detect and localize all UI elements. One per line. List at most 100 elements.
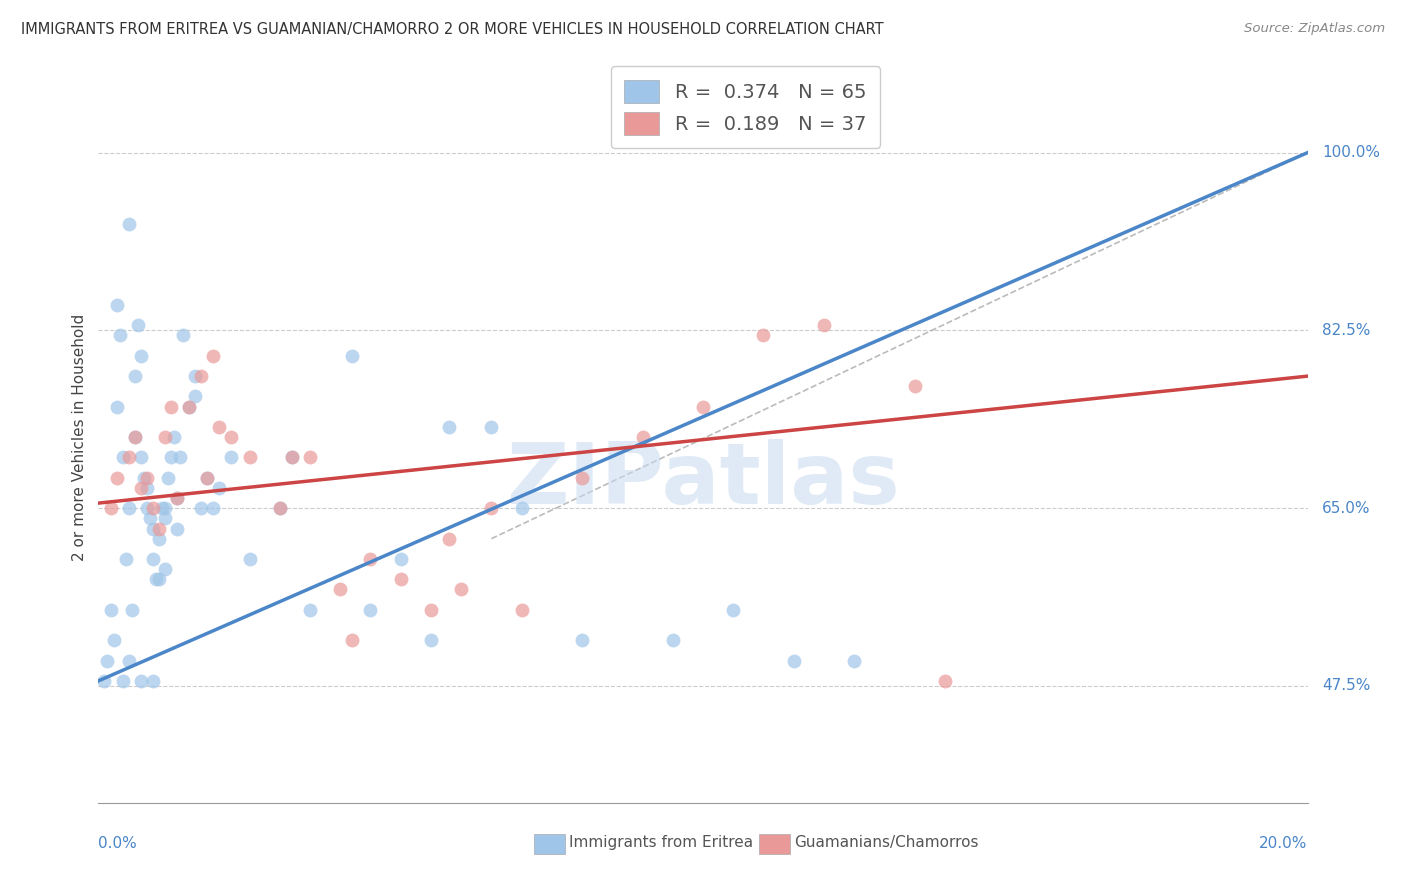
Point xyxy=(93,673,115,688)
Point xyxy=(142,501,165,516)
Point xyxy=(269,501,291,516)
Point xyxy=(360,552,382,566)
Point xyxy=(135,471,157,485)
Point xyxy=(105,471,128,485)
Point xyxy=(166,491,188,505)
Point xyxy=(129,481,152,495)
Point xyxy=(450,582,472,597)
Point xyxy=(195,471,218,485)
Text: 0.0%: 0.0% xyxy=(98,836,138,851)
Point xyxy=(124,430,146,444)
Point xyxy=(202,349,225,363)
Text: ZIPatlas: ZIPatlas xyxy=(506,440,900,523)
Legend: R =  0.374   N = 65, R =  0.189   N = 37: R = 0.374 N = 65, R = 0.189 N = 37 xyxy=(610,66,880,148)
Point xyxy=(148,532,170,546)
Point xyxy=(342,633,364,648)
Point xyxy=(437,532,460,546)
Point xyxy=(166,491,188,505)
Point xyxy=(150,501,173,516)
Text: 65.0%: 65.0% xyxy=(1322,500,1371,516)
Point xyxy=(139,511,162,525)
Point xyxy=(142,552,165,566)
Point xyxy=(156,471,179,485)
Text: 20.0%: 20.0% xyxy=(1260,836,1308,851)
Point xyxy=(142,673,165,688)
Point xyxy=(631,430,654,444)
Point xyxy=(96,654,118,668)
Point xyxy=(129,349,152,363)
Text: 47.5%: 47.5% xyxy=(1322,679,1371,693)
Point xyxy=(100,603,122,617)
Point xyxy=(111,673,134,688)
Text: 100.0%: 100.0% xyxy=(1322,145,1381,161)
Point xyxy=(904,379,927,393)
Point xyxy=(111,450,134,465)
Point xyxy=(299,450,322,465)
Point xyxy=(148,521,170,535)
Point xyxy=(118,450,141,465)
Point xyxy=(281,450,304,465)
Point xyxy=(121,603,143,617)
Point xyxy=(118,654,141,668)
Point xyxy=(129,673,152,688)
Point xyxy=(389,572,412,586)
Point xyxy=(692,400,714,414)
Point xyxy=(124,369,146,384)
Point xyxy=(135,501,157,516)
Point xyxy=(108,328,131,343)
Text: Immigrants from Eritrea: Immigrants from Eritrea xyxy=(569,836,754,850)
Point xyxy=(190,501,212,516)
Point xyxy=(221,430,243,444)
Point xyxy=(420,603,443,617)
Point xyxy=(510,603,533,617)
Point xyxy=(481,420,503,434)
Point xyxy=(153,511,176,525)
Point xyxy=(342,349,364,363)
Point xyxy=(127,318,149,333)
Point xyxy=(145,572,167,586)
Point xyxy=(105,298,128,312)
Point xyxy=(202,501,225,516)
Point xyxy=(172,328,194,343)
Point xyxy=(124,430,146,444)
Point xyxy=(184,369,207,384)
Point xyxy=(135,481,157,495)
Point xyxy=(934,673,956,688)
Point xyxy=(153,430,176,444)
Point xyxy=(481,501,503,516)
Point xyxy=(281,450,304,465)
Point xyxy=(129,450,152,465)
Point xyxy=(239,450,262,465)
Y-axis label: 2 or more Vehicles in Household: 2 or more Vehicles in Household xyxy=(72,313,87,561)
Point xyxy=(329,582,352,597)
Point xyxy=(160,450,183,465)
Point xyxy=(221,450,243,465)
Point xyxy=(166,521,188,535)
Point xyxy=(723,603,745,617)
Point xyxy=(813,318,835,333)
Point xyxy=(153,501,176,516)
Point xyxy=(752,328,775,343)
Point xyxy=(661,633,683,648)
Point xyxy=(420,633,443,648)
Point xyxy=(269,501,291,516)
Point xyxy=(783,654,806,668)
Point xyxy=(571,633,593,648)
Point xyxy=(208,481,231,495)
Point xyxy=(179,400,201,414)
Point xyxy=(105,400,128,414)
Point xyxy=(142,521,165,535)
Point xyxy=(132,471,155,485)
Point xyxy=(160,400,183,414)
Point xyxy=(208,420,231,434)
Point xyxy=(169,450,191,465)
Point xyxy=(103,633,125,648)
Point xyxy=(148,572,170,586)
Point xyxy=(195,471,218,485)
Point xyxy=(360,603,382,617)
Point xyxy=(118,217,141,231)
Point xyxy=(437,420,460,434)
Point xyxy=(179,400,201,414)
Point xyxy=(153,562,176,576)
Point xyxy=(299,603,322,617)
